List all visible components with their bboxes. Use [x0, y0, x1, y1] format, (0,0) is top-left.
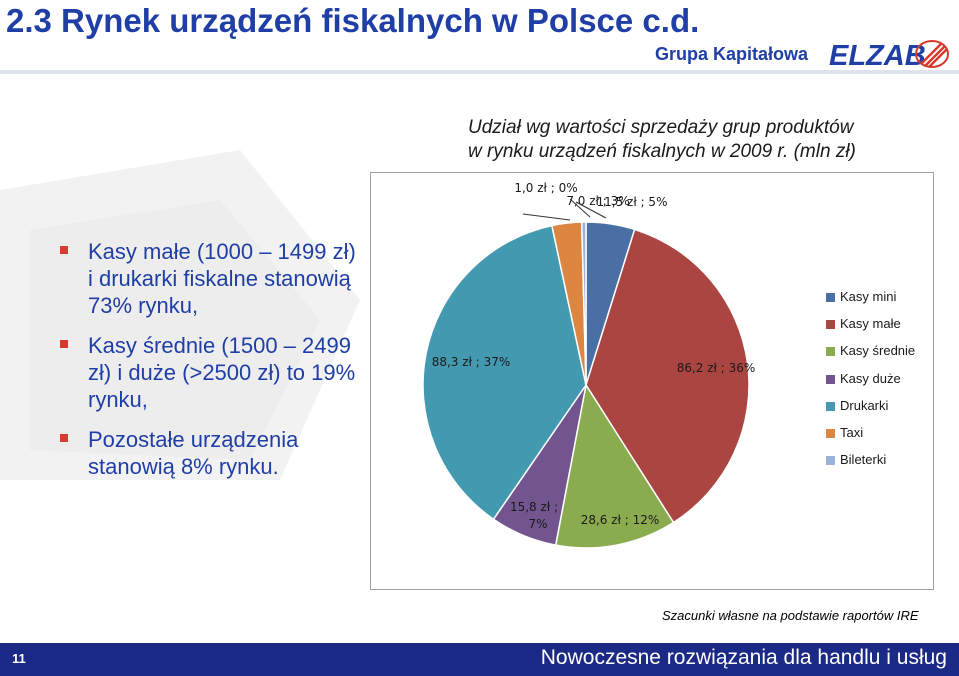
- legend-swatch: [826, 293, 835, 302]
- pie-chart: 7,0 zł ; 3%1,0 zł ; 0% 11,5 zł ; 5% 88,3 z…: [422, 181, 756, 549]
- bullet-text: Kasy średnie (1500 – 2499 zł) i duże (>2…: [88, 333, 356, 412]
- pie-slice-bileterki: [580, 221, 587, 386]
- legend-item-duze: Kasy duże: [826, 371, 915, 398]
- leader-line: [522, 213, 571, 221]
- legend-label: Kasy mini: [840, 289, 897, 304]
- slide-title: 2.3 Rynek urządzeń fiskalnych w Polsce c…: [6, 2, 700, 39]
- leader-line: [575, 201, 607, 219]
- legend-label: Taxi: [840, 424, 864, 440]
- legend-label: Kasy małe: [840, 316, 901, 332]
- data-label-kasy-srednie: 28,6 zł ; 12%: [581, 513, 660, 527]
- legend-swatch: [826, 374, 835, 384]
- chart-title-line1: Udział wg wartości sprzedaży grup produk…: [468, 117, 854, 138]
- data-label-taxi: 7,0 zł ; 3%: [566, 194, 629, 208]
- bullet-text: Kasy małe (1000 – 1499 zł) i drukarki fi…: [88, 239, 356, 318]
- legend-label: Bileterki: [840, 452, 887, 468]
- elzab-logo: ELZAB: [829, 40, 949, 70]
- data-label-kasy-duze: 15,8 zł ;: [510, 500, 558, 514]
- legend-swatch: [826, 428, 835, 438]
- data-label-drukarki: 88,3 zł ; 37%: [432, 355, 511, 369]
- data-label-kasy-duze-pct: 7%: [528, 517, 547, 531]
- bullet-item: Pozostałe urządzenia stanowią 8% rynku.: [60, 426, 360, 480]
- legend-swatch: [826, 456, 835, 466]
- legend-item-drukarki: Drukarki: [826, 398, 915, 425]
- legend-item-srednie: Kasy średnie: [826, 343, 915, 370]
- group-label: Grupa Kapitałowa: [655, 44, 809, 64]
- page-number: 11: [12, 651, 26, 666]
- legend-swatch: [826, 347, 835, 357]
- footer-tagline: Nowoczesne rozwiązania dla handlu i usłu…: [540, 646, 947, 669]
- chart-title-line2: w rynku urządzeń fiskalnych w 2009 r. (m…: [468, 141, 856, 162]
- chart-title: Udział wg wartości sprzedaży grup produk…: [468, 116, 856, 164]
- legend-item-bileterki: Bileterki: [826, 452, 915, 479]
- bullet-text: Pozostałe urządzenia stanowią 8% rynku.: [88, 427, 299, 479]
- logo-text: ELZAB: [829, 40, 926, 70]
- bullet-marker-icon: [60, 340, 68, 348]
- logo-swoosh-icon: [915, 40, 949, 68]
- legend-label: Kasy duże: [840, 370, 901, 386]
- data-label-bileterki: 1,0 zł ; 0%: [514, 181, 577, 195]
- legend-swatch: [826, 320, 835, 330]
- title-divider: [0, 70, 959, 74]
- pie-slice-srednie: [554, 382, 675, 549]
- legend-label: Kasy średnie: [840, 343, 916, 359]
- legend-item-mini: Kasy mini: [826, 289, 915, 316]
- data-label-kasy-mini: 11,5 zł ; 5%: [597, 195, 668, 209]
- chart-legend: Kasy mini Kasy małe Kasy średnie Kasy duże D…: [826, 289, 915, 479]
- bullet-marker-icon: [60, 434, 68, 442]
- footer-bar: 11 Nowoczesne rozwiązania dla handlu i u…: [0, 643, 959, 676]
- legend-item-male: Kasy małe: [826, 316, 915, 343]
- legend-swatch: [826, 401, 835, 411]
- source-note: Szacunki własne na podstawie raportów IR…: [662, 608, 919, 623]
- bullet-list: Kasy małe (1000 – 1499 zł) i drukarki fi…: [60, 238, 360, 493]
- legend-item-taxi: Taxi: [826, 425, 915, 452]
- pie-slice-male: [585, 228, 750, 524]
- pie-slice-drukarki: [422, 224, 587, 521]
- background-watermark-shape: [0, 150, 360, 480]
- data-label-kasy-male: 86,2 zł ; 36%: [677, 361, 756, 375]
- leader-line: [569, 198, 591, 218]
- bullet-item: Kasy średnie (1500 – 2499 zł) i duże (>2…: [60, 332, 360, 413]
- legend-label: Drukarki: [840, 397, 889, 413]
- bullet-item: Kasy małe (1000 – 1499 zł) i drukarki fi…: [60, 238, 360, 319]
- bullet-marker-icon: [60, 246, 68, 254]
